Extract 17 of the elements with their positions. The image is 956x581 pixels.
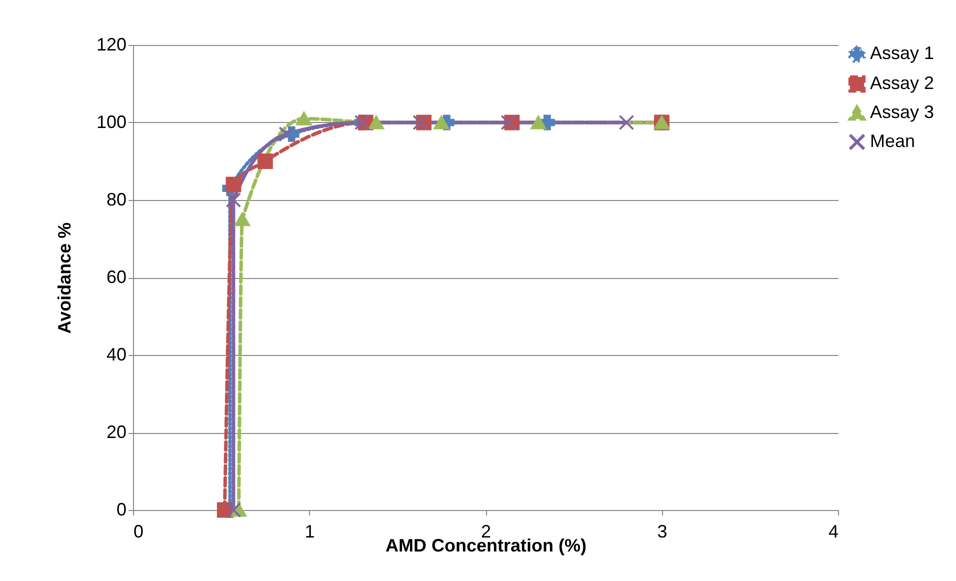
x-tick-label: 0 <box>134 522 144 542</box>
legend-label: Assay 1 <box>870 43 934 63</box>
legend-label: Mean <box>870 131 916 151</box>
y-tick-label: 120 <box>96 34 126 54</box>
x-tick-label: 1 <box>304 522 315 542</box>
y-tick-label: 60 <box>106 267 126 287</box>
y-axis-title: Avoidance % <box>54 222 74 334</box>
y-tick-label: 100 <box>96 112 126 132</box>
x-tick-label: 3 <box>657 522 668 542</box>
y-tick-label: 80 <box>106 190 126 210</box>
legend-label: Assay 3 <box>870 102 934 122</box>
y-tick-label: 40 <box>106 344 126 364</box>
legend-label: Assay 2 <box>870 73 934 93</box>
x-tick-label: 2 <box>480 522 492 542</box>
x-tick-label: 4 <box>828 522 838 542</box>
y-tick-label: 20 <box>106 422 126 442</box>
y-tick-label: 0 <box>116 500 126 520</box>
